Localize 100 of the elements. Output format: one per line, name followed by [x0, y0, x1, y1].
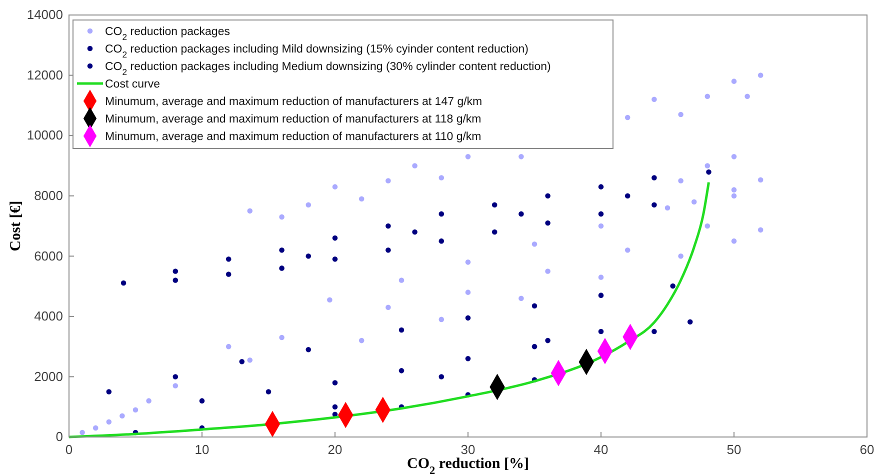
point — [518, 154, 524, 160]
point — [306, 202, 312, 208]
point — [652, 202, 657, 208]
x-tick-label: 60 — [860, 442, 874, 458]
point — [678, 112, 684, 118]
point — [386, 304, 391, 310]
y-tick-label: 12000 — [26, 67, 63, 82]
point — [465, 356, 471, 362]
point — [438, 175, 444, 180]
y-tick-label: 4000 — [34, 308, 63, 324]
point — [239, 359, 245, 364]
point — [532, 241, 538, 247]
point — [731, 187, 737, 192]
point — [386, 223, 391, 229]
point — [598, 223, 604, 229]
point — [598, 292, 604, 298]
point — [226, 272, 232, 277]
point — [332, 404, 338, 410]
point — [598, 211, 604, 217]
point — [332, 235, 338, 241]
point — [678, 178, 684, 184]
point — [545, 193, 550, 198]
x-tick-label: 0 — [65, 442, 73, 458]
point — [266, 389, 272, 394]
point — [172, 268, 178, 274]
point — [306, 254, 312, 259]
y-axis-title: Cost [€] — [8, 200, 24, 252]
point — [465, 290, 471, 295]
point — [731, 193, 737, 198]
point — [465, 315, 471, 321]
point — [652, 96, 657, 102]
point — [279, 247, 284, 253]
point — [758, 177, 764, 183]
point — [731, 154, 737, 160]
y-tick-label: 0 — [56, 429, 63, 444]
point — [687, 319, 693, 324]
point — [438, 238, 444, 244]
point — [106, 389, 112, 394]
point — [120, 413, 125, 419]
point — [438, 374, 444, 380]
point — [518, 296, 524, 301]
point — [731, 238, 737, 244]
point — [758, 227, 764, 233]
point — [670, 283, 676, 289]
point — [465, 260, 471, 265]
point — [332, 380, 338, 386]
point — [247, 357, 253, 363]
point — [652, 328, 657, 334]
point — [332, 184, 338, 190]
point — [532, 303, 538, 309]
x-tick-label: 10 — [194, 442, 210, 458]
point — [438, 211, 444, 217]
y-tick-label: 10000 — [26, 128, 63, 143]
point — [332, 256, 338, 262]
point — [247, 208, 253, 214]
point — [691, 199, 697, 205]
point — [624, 247, 630, 253]
y-tick-label: 8000 — [34, 188, 63, 204]
point — [545, 338, 550, 344]
point — [132, 407, 138, 413]
legend-label: CO$_{2}$ reduction packages — [105, 26, 230, 42]
point — [80, 430, 85, 436]
point — [678, 254, 684, 259]
point — [598, 274, 604, 280]
point — [358, 196, 364, 202]
point — [172, 374, 178, 380]
point — [598, 328, 604, 334]
point — [398, 368, 404, 374]
point — [398, 278, 404, 283]
legend-label: CO$_{2}$ reduction packages including Medium downsizing (30% cylinder content reduction) — [105, 61, 552, 77]
point — [386, 178, 391, 184]
point — [518, 211, 524, 217]
point — [199, 398, 205, 404]
x-tick-label: 40 — [594, 442, 608, 458]
point — [92, 425, 98, 431]
x-tick-label: 20 — [328, 442, 342, 458]
x-tick-label: 30 — [460, 442, 476, 458]
legend-label: Cost curve — [105, 78, 160, 90]
point — [664, 205, 670, 211]
point — [386, 247, 391, 253]
legend-label: Minumum, average and maximum reduction of manufacturers at 147 g/km — [105, 96, 482, 108]
point — [545, 220, 550, 226]
point — [226, 256, 232, 262]
point — [120, 280, 126, 286]
point — [758, 72, 764, 78]
point — [327, 297, 332, 302]
point — [172, 383, 178, 388]
point — [438, 316, 444, 322]
point — [358, 338, 364, 344]
y-tick-label: 14000 — [26, 7, 63, 22]
point — [704, 223, 710, 229]
point — [652, 175, 657, 180]
point — [492, 229, 498, 235]
x-tick-label: 50 — [726, 442, 742, 458]
point — [412, 163, 418, 168]
point — [279, 214, 284, 220]
point — [465, 154, 471, 160]
point — [279, 334, 284, 340]
y-tick-label: 2000 — [34, 368, 63, 384]
point — [106, 419, 112, 425]
